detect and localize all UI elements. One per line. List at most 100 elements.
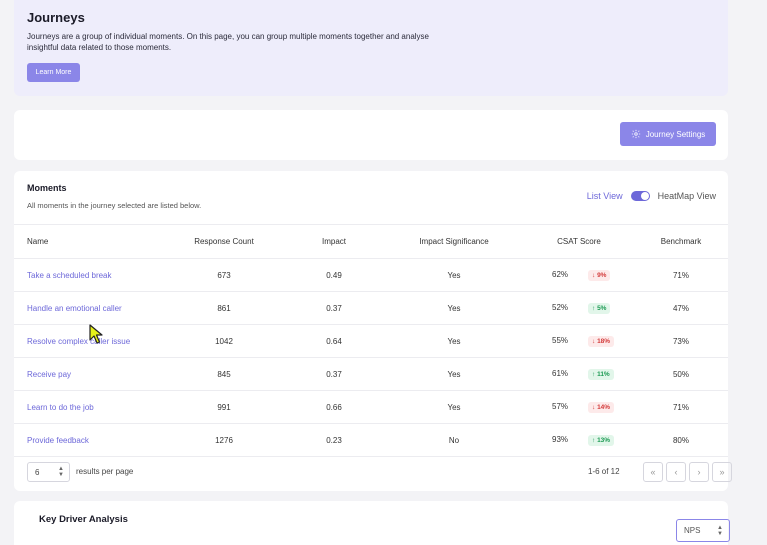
learn-more-button[interactable]: Learn More (27, 63, 80, 82)
moment-name-link[interactable]: Learn to do the job (14, 390, 164, 424)
metric-select[interactable]: NPS ▲ ▼ (676, 519, 730, 542)
moment-name-link[interactable]: Take a scheduled break (14, 258, 164, 292)
table-row[interactable]: Provide feedback 1276 0.23 No 93% ↑ 13% 80% (14, 423, 728, 457)
moments-table: Name Response Count Impact Impact Signif… (14, 224, 728, 457)
csat-score-cell: 52% ↑ 5% (524, 291, 634, 325)
response-count-cell: 861 (164, 291, 284, 325)
csat-change-badge: ↓ 18% (588, 335, 615, 347)
journey-settings-label: Journey Settings (645, 129, 706, 139)
page-description: Journeys are a group of individual momen… (27, 32, 430, 52)
chevron-left-icon: ‹ (674, 467, 678, 477)
page-title: Journeys (27, 10, 85, 25)
mouse-cursor-icon (89, 324, 103, 344)
csat-change-value: 18% (597, 337, 611, 345)
csat-score-value: 55% (552, 335, 569, 345)
settings-card: Journey Settings (14, 110, 728, 160)
csat-change-badge: ↑ 5% (588, 302, 611, 314)
csat-score-cell: 93% ↑ 13% (524, 423, 634, 457)
kda-title: Key Driver Analysis (39, 514, 128, 525)
moment-name-link[interactable]: Handle an emotional caller (14, 291, 164, 325)
table-row[interactable]: Learn to do the job 991 0.66 Yes 57% ↓ 14% 71% (14, 390, 728, 424)
csat-change-badge: ↑ 11% (588, 368, 614, 380)
impact-significance-cell: Yes (384, 258, 524, 292)
csat-score-value: 62% (552, 269, 569, 279)
impact-significance-cell: Yes (384, 291, 524, 325)
impact-cell: 0.23 (284, 423, 384, 457)
key-driver-analysis-card: Key Driver Analysis NPS ▲ ▼ (14, 501, 730, 545)
journeys-banner: Journeys Journeys are a group of individ… (14, 0, 728, 96)
heatmap-view-label[interactable]: HeatMap View (657, 191, 716, 201)
impact-cell: 0.66 (284, 390, 384, 424)
first-page-button[interactable]: « (643, 462, 663, 482)
list-view-label[interactable]: List View (586, 191, 623, 201)
results-per-page-label: results per page (76, 467, 134, 476)
arrow-down-icon: ↓ (592, 403, 596, 411)
prev-page-button[interactable]: ‹ (666, 462, 686, 482)
impact-cell: 0.37 (284, 357, 384, 391)
benchmark-cell: 80% (634, 423, 728, 457)
impact-significance-cell: Yes (384, 324, 524, 358)
response-count-cell: 1042 (164, 324, 284, 358)
csat-score-cell: 62% ↓ 9% (524, 258, 634, 292)
benchmark-cell: 71% (634, 390, 728, 424)
results-per-page-select[interactable]: 6 ▲ ▼ (27, 462, 70, 482)
table-row[interactable]: Take a scheduled break 673 0.49 Yes 62% ↓ 9% 7… (14, 258, 728, 292)
impact-significance-cell: No (384, 423, 524, 457)
moment-name-link[interactable]: Receive pay (14, 357, 164, 391)
metric-select-value: NPS (684, 526, 701, 535)
arrow-down-icon: ↓ (592, 337, 596, 345)
chevron-right-icon: › (697, 467, 701, 477)
moment-name-link[interactable]: Resolve complex caller issue (14, 324, 164, 358)
csat-change-value: 5% (597, 304, 607, 312)
arrow-down-icon: ↓ (592, 271, 596, 279)
view-toggle: List View HeatMap View (587, 191, 716, 201)
pagination: 6 ▲ ▼ results per page 1-6 of 12 « ‹ › » (27, 462, 732, 482)
benchmark-cell: 71% (634, 258, 728, 292)
moments-subtitle: All moments in the journey selected are … (27, 201, 202, 210)
column-header-impact[interactable]: Impact (284, 224, 384, 259)
arrow-up-icon: ↑ (592, 436, 596, 444)
last-page-button[interactable]: » (712, 462, 732, 482)
double-chevron-left-icon: « (650, 467, 656, 477)
moment-name-link[interactable]: Provide feedback (14, 423, 164, 457)
next-page-button[interactable]: › (689, 462, 709, 482)
benchmark-cell: 50% (634, 357, 728, 391)
column-header-impact-significance[interactable]: Impact Significance (384, 224, 524, 259)
journey-settings-button[interactable]: Journey Settings (620, 122, 716, 146)
select-arrows-icon: ▲ ▼ (58, 466, 64, 478)
table-header-row: Name Response Count Impact Impact Signif… (14, 224, 728, 259)
impact-cell: 0.37 (284, 291, 384, 325)
impact-significance-cell: Yes (384, 357, 524, 391)
moments-title: Moments (27, 183, 67, 193)
impact-significance-cell: Yes (384, 390, 524, 424)
impact-cell: 0.49 (284, 258, 384, 292)
csat-score-cell: 55% ↓ 18% (524, 324, 634, 358)
column-header-response-count[interactable]: Response Count (164, 224, 284, 259)
benchmark-cell: 73% (634, 324, 728, 358)
csat-change-badge: ↑ 13% (588, 434, 615, 446)
arrow-up-icon: ↑ (592, 304, 596, 312)
table-row[interactable]: Handle an emotional caller 861 0.37 Yes 52% ↑… (14, 291, 728, 325)
response-count-cell: 673 (164, 258, 284, 292)
benchmark-cell: 47% (634, 291, 728, 325)
column-header-name[interactable]: Name (14, 224, 164, 259)
csat-score-value: 57% (552, 401, 569, 411)
column-header-csat-score[interactable]: CSAT Score (524, 224, 634, 259)
csat-score-value: 93% (552, 434, 569, 444)
csat-change-value: 13% (597, 436, 611, 444)
csat-change-value: 14% (597, 403, 611, 411)
view-toggle-switch[interactable] (630, 191, 650, 201)
table-row[interactable]: Resolve complex caller issue 1042 0.64 Yes 5… (14, 324, 728, 358)
moments-card: Moments All moments in the journey selec… (14, 171, 732, 491)
page-range: 1-6 of 12 (588, 467, 620, 476)
results-per-page-value: 6 (35, 467, 40, 477)
csat-change-badge: ↓ 14% (588, 401, 615, 413)
arrow-up-icon: ↑ (592, 370, 596, 378)
csat-change-value: 9% (597, 271, 607, 279)
double-chevron-right-icon: » (719, 467, 725, 477)
impact-cell: 0.64 (284, 324, 384, 358)
response-count-cell: 991 (164, 390, 284, 424)
csat-score-value: 61% (552, 368, 569, 378)
table-row[interactable]: Receive pay 845 0.37 Yes 61% ↑ 11% 50% (14, 357, 728, 391)
column-header-benchmark[interactable]: Benchmark (634, 224, 728, 259)
